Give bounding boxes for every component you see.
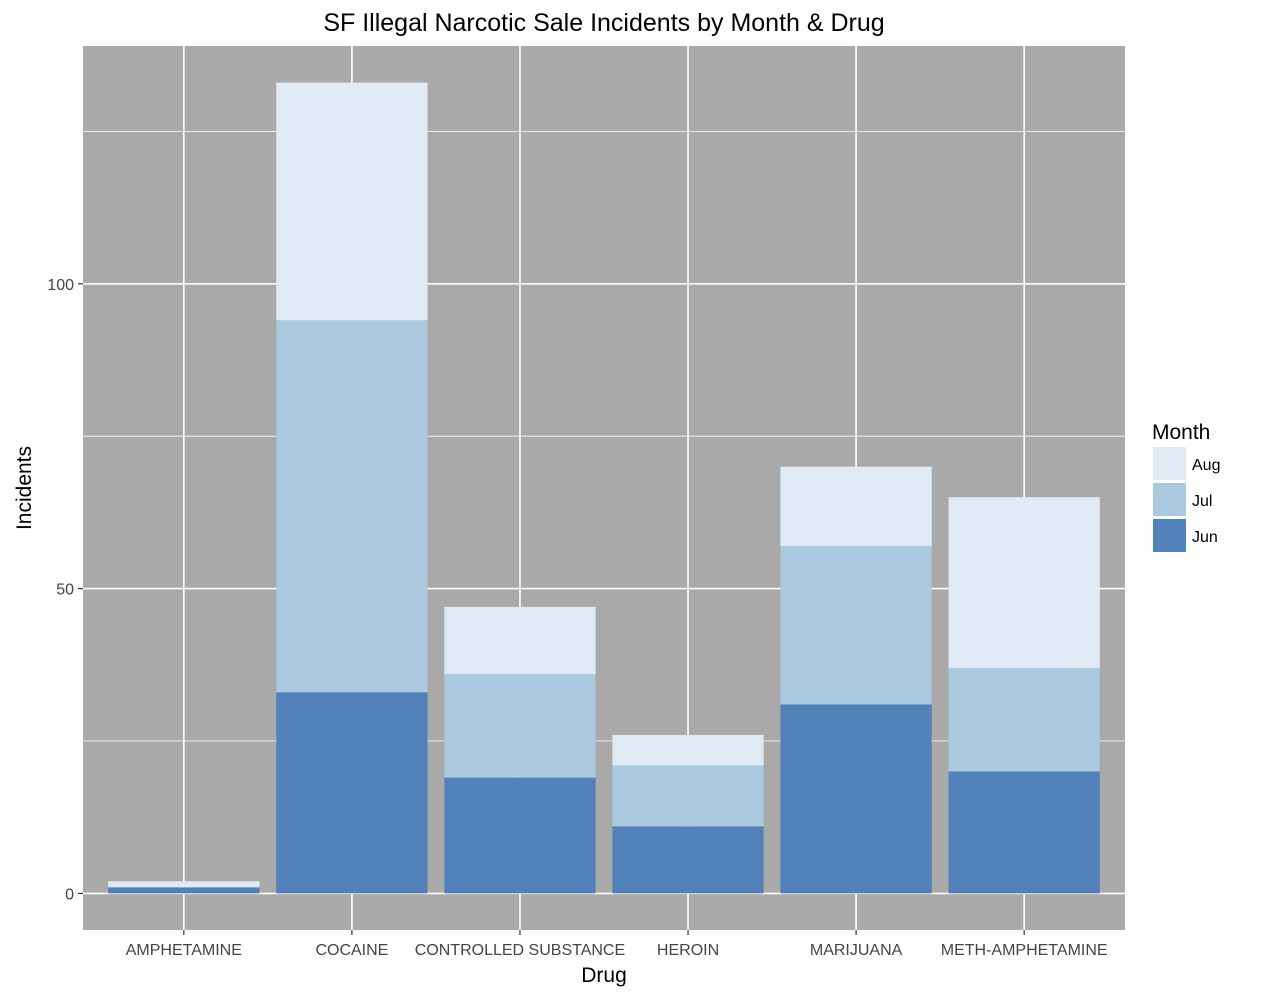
bar-segment-jul xyxy=(948,667,1100,772)
legend-label: Jul xyxy=(1192,493,1212,510)
y-tick-label: 100 xyxy=(47,277,74,294)
y-tick-label: 50 xyxy=(56,582,74,599)
x-axis-ticks: AMPHETAMINE COCAINE CONTROLLED SUBSTANCE HE… xyxy=(126,930,1108,959)
legend-swatch xyxy=(1153,483,1186,516)
bar-segment-aug xyxy=(780,466,932,546)
legend-label: Aug xyxy=(1192,457,1220,474)
bar-segment-jun xyxy=(948,771,1100,894)
y-axis-ticks: 0 50 100 xyxy=(47,277,83,903)
bar-segment-aug xyxy=(444,606,596,674)
legend-title: Month xyxy=(1152,421,1210,444)
bar-segment-jul xyxy=(780,545,932,705)
bar-segment-jun xyxy=(444,777,596,894)
x-tick-label: AMPHETAMINE xyxy=(126,942,242,959)
legend-label: Jun xyxy=(1192,529,1218,546)
bar-segment-jun xyxy=(276,692,428,894)
bar-segment-jun xyxy=(612,826,764,894)
bar-segment-jul xyxy=(612,765,764,827)
y-axis-title: Incidents xyxy=(13,446,36,530)
x-tick-label: COCAINE xyxy=(315,942,388,959)
legend: Month Aug Jul Jun xyxy=(1152,421,1220,553)
y-tick-label: 0 xyxy=(65,886,74,903)
bar-segment-aug xyxy=(948,497,1100,668)
bar-segment-aug xyxy=(276,82,428,321)
x-axis-title: Drug xyxy=(581,964,627,987)
x-tick-label: MARIJUANA xyxy=(810,942,903,959)
bar-segment-jun xyxy=(108,887,260,894)
chart-title: SF Illegal Narcotic Sale Incidents by Mo… xyxy=(323,9,884,37)
legend-swatch xyxy=(1153,519,1186,552)
x-tick-label: METH-AMPHETAMINE xyxy=(941,942,1108,959)
bar-segment-jun xyxy=(780,704,932,894)
bar-segment-aug xyxy=(612,734,764,766)
bar-segment-aug xyxy=(108,881,260,888)
legend-swatch xyxy=(1153,447,1186,480)
x-tick-label: CONTROLLED SUBSTANCE xyxy=(415,942,625,959)
bar-segment-jul xyxy=(444,673,596,778)
bar-segment-jul xyxy=(276,320,428,693)
legend-keys: Aug Jul Jun xyxy=(1152,446,1220,553)
x-tick-label: HEROIN xyxy=(657,942,719,959)
bars-group xyxy=(108,82,1100,894)
